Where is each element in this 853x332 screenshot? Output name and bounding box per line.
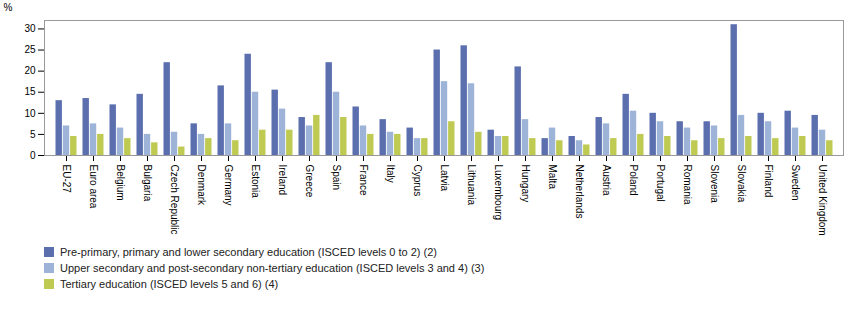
svg-text:Czech Republic: Czech Republic [169, 165, 180, 235]
svg-text:Latvia: Latvia [439, 165, 450, 192]
svg-text:Greece: Greece [304, 165, 315, 198]
svg-text:Ireland: Ireland [277, 165, 288, 196]
svg-text:Spain: Spain [331, 165, 342, 191]
svg-text:Sweden: Sweden [790, 165, 801, 201]
svg-text:Malta: Malta [547, 165, 558, 190]
svg-text:EU-27: EU-27 [61, 165, 72, 194]
svg-text:Austria: Austria [601, 165, 612, 197]
svg-text:Luxembourg: Luxembourg [493, 165, 504, 221]
svg-text:France: France [358, 165, 369, 197]
svg-text:15: 15 [24, 86, 36, 97]
svg-text:Portugal: Portugal [655, 165, 666, 202]
svg-text:Slovakia: Slovakia [736, 165, 747, 203]
svg-text:30: 30 [24, 23, 36, 34]
svg-text:United Kingdom: United Kingdom [817, 165, 828, 236]
svg-text:Estonia: Estonia [250, 165, 261, 199]
html-text:Upper secondary and post-secon: Upper secondary and post-secondary non-t… [60, 262, 485, 274]
svg-text:Slovenia: Slovenia [709, 165, 720, 204]
svg-text:Bulgaria: Bulgaria [142, 165, 153, 202]
svg-text:10: 10 [24, 108, 36, 119]
html-text:Pre-primary, primary and lower: Pre-primary, primary and lower secondary… [60, 246, 437, 258]
svg-text:Hungary: Hungary [520, 165, 531, 203]
svg-text:%: % [4, 2, 13, 13]
svg-text:5: 5 [30, 129, 36, 140]
svg-text:20: 20 [24, 65, 36, 76]
svg-text:Poland: Poland [628, 165, 639, 196]
svg-text:Denmark: Denmark [196, 165, 207, 207]
svg-text:Euro area: Euro area [88, 165, 99, 209]
svg-text:25: 25 [24, 44, 36, 55]
svg-text:Lithuania: Lithuania [466, 165, 477, 206]
svg-text:Netherlands: Netherlands [574, 165, 585, 219]
svg-text:Italy: Italy [385, 165, 396, 183]
svg-text:Finland: Finland [763, 165, 774, 198]
html-text:Tertiary education (ISCED leve: Tertiary education (ISCED levels 5 and 6… [60, 278, 279, 290]
svg-text:Belgium: Belgium [115, 165, 126, 201]
svg-text:Cyprus: Cyprus [412, 165, 423, 197]
svg-text:Romania: Romania [682, 165, 693, 205]
svg-text:Germany: Germany [223, 165, 234, 206]
svg-text:0: 0 [30, 150, 36, 161]
